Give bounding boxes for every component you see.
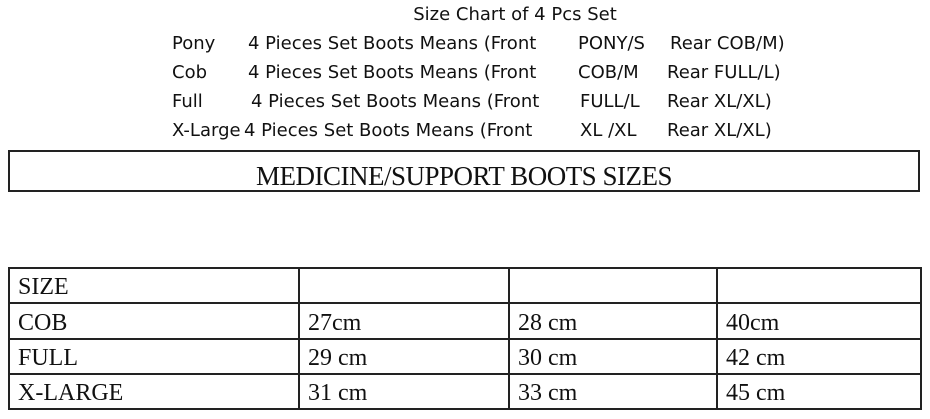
table-cell: SIZE xyxy=(8,266,300,305)
table-cell xyxy=(716,266,922,305)
table-cell: 30 cm xyxy=(508,337,718,375)
set-front: XL /XL xyxy=(580,120,637,141)
set-rear: Rear COB/M) xyxy=(670,33,785,54)
table-cell: 40cm xyxy=(716,302,922,340)
table-cell xyxy=(298,266,510,305)
set-desc: 4 Pieces Set Boots Means (Front xyxy=(248,62,537,83)
table-row: COB 27cm 28 cm 40cm xyxy=(8,302,922,340)
set-size: Full xyxy=(172,91,203,112)
boot-size-table: SIZE COB 27cm 28 cm 40cm FULL 29 cm 30 cm 42 c… xyxy=(8,266,922,411)
table-row: SIZE xyxy=(8,266,922,305)
table-cell: 42 cm xyxy=(716,337,922,375)
table-cell: 31 cm xyxy=(298,372,510,411)
table-cell: 29 cm xyxy=(298,337,510,375)
set-desc: 4 Pieces Set Boots Means (Front xyxy=(248,33,537,54)
section-banner: MEDICINE/SUPPORT BOOTS SIZES xyxy=(8,150,920,192)
chart-title: Size Chart of 4 Pcs Set xyxy=(413,4,617,25)
set-front: PONY/S xyxy=(578,33,645,54)
set-rear: Rear XL/XL) xyxy=(667,91,772,112)
set-size: Pony xyxy=(172,33,216,54)
set-desc: 4 Pieces Set Boots Means (Front xyxy=(251,91,540,112)
table-row: X-LARGE 31 cm 33 cm 45 cm xyxy=(8,372,922,411)
set-front: FULL/L xyxy=(580,91,640,112)
set-size: Cob xyxy=(172,62,208,83)
set-rear: Rear FULL/L) xyxy=(667,62,781,83)
table-cell: 27cm xyxy=(298,302,510,340)
set-rear: Rear XL/XL) xyxy=(667,120,772,141)
table-cell: COB xyxy=(8,302,300,340)
set-front: COB/M xyxy=(578,62,639,83)
set-size: X-Large xyxy=(172,120,241,141)
table-cell xyxy=(508,266,718,305)
table-cell: 28 cm xyxy=(508,302,718,340)
table-cell: X-LARGE xyxy=(8,372,300,411)
table-cell: FULL xyxy=(8,337,300,375)
table-row: FULL 29 cm 30 cm 42 cm xyxy=(8,337,922,375)
set-desc: 4 Pieces Set Boots Means (Front xyxy=(244,120,533,141)
table-cell: 45 cm xyxy=(716,372,922,411)
table-cell: 33 cm xyxy=(508,372,718,411)
